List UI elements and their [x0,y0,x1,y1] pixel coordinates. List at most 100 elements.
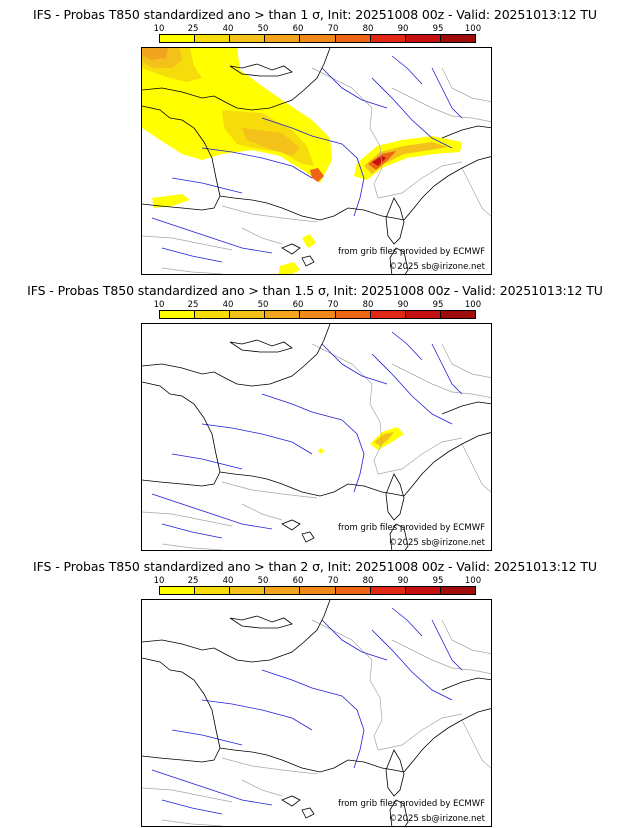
border-line [461,719,491,769]
prob-area-alps-10 [354,136,462,180]
coastline [301,807,315,819]
colorbar-swatch [195,311,231,318]
coastline [142,657,221,763]
panel-title: IFS - Probas T850 standardized ano > tha… [27,283,603,298]
credit-copyright: ©2025 sb@irizone.net [388,814,485,824]
forecast-panel-1sigma: IFS - Probas T850 standardized ano > tha… [0,0,630,276]
colorbar-swatch [370,587,406,594]
colorbar-swatch [335,35,371,42]
colorbar-swatch [405,35,441,42]
colorbar-swatch [300,587,336,594]
credit-copyright: ©2025 sb@irizone.net [388,538,485,548]
river-line [171,729,243,746]
border-line [161,543,223,550]
colorbar-swatch [440,35,475,42]
river-line [371,353,453,425]
coastline [142,600,331,663]
prob-area-50 [142,48,168,60]
map-base-layer [142,324,491,550]
river-line [161,799,223,815]
map-canvas [142,324,491,550]
colorbar-swatch [230,35,266,42]
colorbar-tick-label: 50 [257,24,269,34]
colorbar-tick-label: 50 [257,300,269,310]
coastline [301,531,315,543]
river-line [171,453,243,470]
colorbar-tick-label: 60 [292,24,304,34]
prob-area-alps-40 [364,142,448,174]
river-line [171,177,243,194]
coastline [281,795,301,807]
map-canvas [142,600,491,826]
coastline [385,197,405,245]
colorbar [159,34,476,43]
colorbar-tick-label: 95 [432,576,444,586]
border-line [311,67,383,199]
coastline [281,519,301,531]
colorbar-tick-label: 50 [257,576,269,586]
river-line [201,699,313,731]
border-line [241,779,283,797]
colorbar-swatch [195,587,231,594]
colorbar-tick-label: 40 [222,300,234,310]
panel-title: IFS - Probas T850 standardized ano > tha… [33,559,597,574]
colorbar-tick-label: 10 [153,300,165,310]
colorbar-tick-label: 90 [397,24,409,34]
coastline [219,471,405,497]
river-line [321,343,388,385]
colorbar-tick-label: 60 [292,576,304,586]
border-line [441,343,491,378]
coastline [389,523,409,550]
prob-area-spain-coast [152,194,190,208]
river-line [161,523,223,539]
border-line [377,161,463,199]
border-line [241,503,283,521]
colorbar-tick-label: 70 [327,576,339,586]
river-line [151,493,273,530]
colorbar-swatch [370,35,406,42]
colorbar [159,586,476,595]
border-line [221,757,318,775]
coastline [385,473,405,521]
probability-shading-layer [142,48,462,274]
border-line [391,639,491,674]
colorbar-swatch [230,311,266,318]
colorbar-tick-label: 40 [222,24,234,34]
border-line [142,235,233,251]
river-line [321,67,388,109]
colorbar-tick-label: 25 [187,576,199,586]
colorbar-swatch [265,587,301,594]
colorbar-tick-label: 80 [362,24,374,34]
probability-map: from grib files provided by ECMWF ©2025 … [141,47,492,275]
prob-area-balearic [278,262,300,274]
river-line [201,423,313,455]
colorbar-tick-label: 90 [397,576,409,586]
credit-provided: from grib files provided by ECMWF [338,523,485,533]
coastline [281,243,301,255]
colorbar-tick-label: 25 [187,300,199,310]
coastline [389,247,409,274]
colorbar-swatch [265,35,301,42]
colorbar-tick-label: 100 [464,576,482,586]
forecast-panel-2sigma: IFS - Probas T850 standardized ano > tha… [0,552,630,828]
colorbar-tick-label: 80 [362,300,374,310]
colorbar-swatch [335,311,371,318]
border-line [391,87,491,122]
river-line [261,669,343,697]
border-line [461,443,491,493]
colorbar-tick-label: 100 [464,24,482,34]
river-line [391,55,423,85]
border-line [241,227,283,245]
river-line [321,619,388,661]
border-line [161,267,223,274]
probability-shading-layer [318,427,404,454]
colorbar-labels: 10 25 40 50 60 70 80 90 95 100 [142,24,482,34]
river-line [371,77,453,149]
coastline [441,401,491,415]
colorbar-swatch [160,587,196,594]
border-line [221,481,318,499]
coastline [403,708,491,773]
border-line [161,819,223,826]
coastline [142,381,221,487]
coastline [389,799,409,826]
